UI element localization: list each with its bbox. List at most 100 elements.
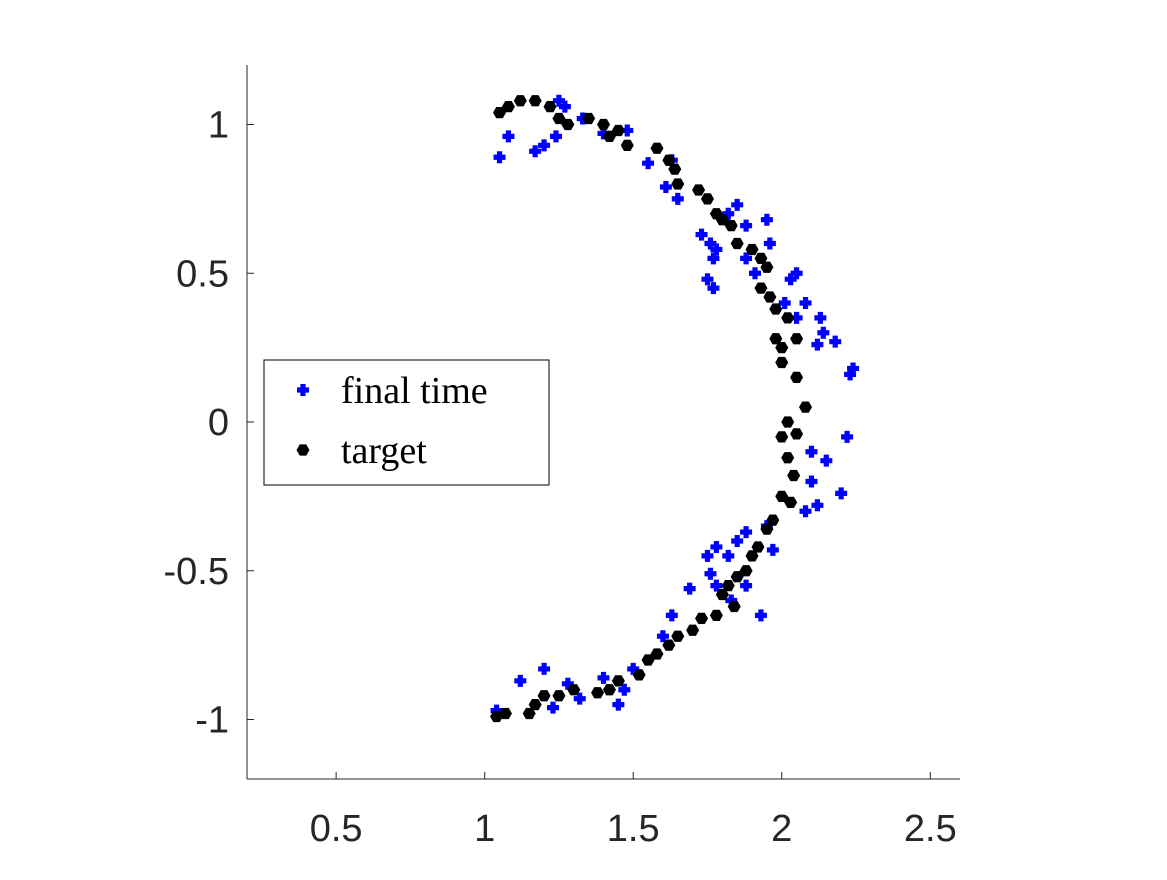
point bbox=[671, 178, 685, 190]
point bbox=[811, 499, 824, 512]
point bbox=[632, 669, 646, 681]
point bbox=[627, 662, 640, 675]
point bbox=[799, 297, 812, 309]
point bbox=[754, 252, 768, 265]
point bbox=[701, 549, 714, 562]
legend: final time target bbox=[263, 359, 550, 486]
point bbox=[844, 368, 857, 381]
point bbox=[490, 704, 503, 717]
point bbox=[665, 609, 678, 622]
point bbox=[725, 594, 738, 607]
point bbox=[671, 630, 685, 642]
point bbox=[769, 303, 783, 315]
point bbox=[695, 612, 709, 624]
point bbox=[642, 157, 655, 170]
y-tick-label: -1 bbox=[195, 700, 229, 742]
point bbox=[700, 193, 714, 205]
point bbox=[650, 648, 664, 660]
point bbox=[618, 683, 631, 696]
point bbox=[740, 252, 753, 265]
point bbox=[715, 214, 729, 226]
point bbox=[656, 630, 669, 643]
point bbox=[707, 282, 720, 295]
point bbox=[671, 192, 684, 205]
x-tick-label: 2 bbox=[771, 808, 792, 850]
point bbox=[591, 687, 605, 699]
point bbox=[597, 118, 610, 131]
point bbox=[561, 118, 575, 131]
point bbox=[490, 710, 504, 723]
point bbox=[722, 549, 735, 562]
point bbox=[811, 338, 824, 351]
point bbox=[709, 609, 723, 622]
point bbox=[745, 550, 759, 562]
point bbox=[727, 600, 741, 613]
point bbox=[805, 445, 818, 458]
point bbox=[715, 588, 729, 601]
point bbox=[621, 124, 634, 137]
point bbox=[695, 228, 708, 241]
point bbox=[829, 335, 842, 348]
point bbox=[501, 101, 515, 113]
point bbox=[781, 416, 795, 428]
legend-marker bbox=[297, 384, 309, 396]
point bbox=[760, 213, 773, 226]
point bbox=[730, 571, 744, 583]
point bbox=[763, 237, 776, 250]
y-tick-label: 0.5 bbox=[176, 253, 229, 295]
point bbox=[543, 101, 557, 113]
point bbox=[820, 454, 833, 467]
point bbox=[561, 677, 574, 690]
point bbox=[611, 675, 625, 687]
point bbox=[537, 690, 551, 702]
x-tick-label: 1 bbox=[474, 808, 495, 850]
point bbox=[790, 311, 803, 324]
x-tick-label: 1.5 bbox=[607, 808, 660, 850]
point bbox=[775, 356, 789, 369]
point bbox=[760, 261, 774, 273]
x-tick-label: 2.5 bbox=[904, 808, 957, 850]
point bbox=[683, 582, 696, 595]
point bbox=[754, 282, 768, 294]
point bbox=[552, 94, 565, 107]
point bbox=[641, 654, 655, 666]
point bbox=[611, 124, 625, 137]
point bbox=[538, 662, 551, 675]
point bbox=[790, 333, 804, 345]
point bbox=[751, 541, 765, 553]
point bbox=[799, 505, 812, 518]
point bbox=[775, 341, 789, 354]
point bbox=[805, 475, 818, 488]
point bbox=[612, 698, 625, 711]
legend-marker bbox=[296, 444, 310, 456]
point bbox=[710, 243, 723, 256]
point bbox=[790, 428, 804, 440]
point bbox=[549, 130, 562, 143]
point bbox=[710, 579, 723, 592]
point bbox=[763, 291, 777, 303]
point bbox=[528, 95, 542, 107]
point bbox=[731, 535, 744, 547]
point bbox=[582, 112, 596, 125]
point bbox=[701, 273, 714, 286]
legend-box bbox=[263, 359, 550, 486]
point bbox=[522, 707, 536, 720]
point bbox=[597, 127, 610, 140]
point bbox=[529, 145, 542, 158]
point bbox=[778, 297, 791, 309]
point bbox=[749, 267, 762, 280]
point bbox=[766, 514, 780, 526]
point bbox=[573, 692, 586, 705]
point bbox=[662, 154, 676, 166]
y-tick-label: -0.5 bbox=[164, 551, 229, 593]
point bbox=[558, 100, 571, 113]
point bbox=[740, 219, 753, 232]
point bbox=[493, 151, 506, 164]
point bbox=[538, 139, 551, 152]
point bbox=[754, 609, 767, 622]
legend-label: final time bbox=[341, 370, 488, 412]
point bbox=[745, 243, 759, 256]
point bbox=[740, 579, 753, 592]
point bbox=[760, 523, 774, 535]
